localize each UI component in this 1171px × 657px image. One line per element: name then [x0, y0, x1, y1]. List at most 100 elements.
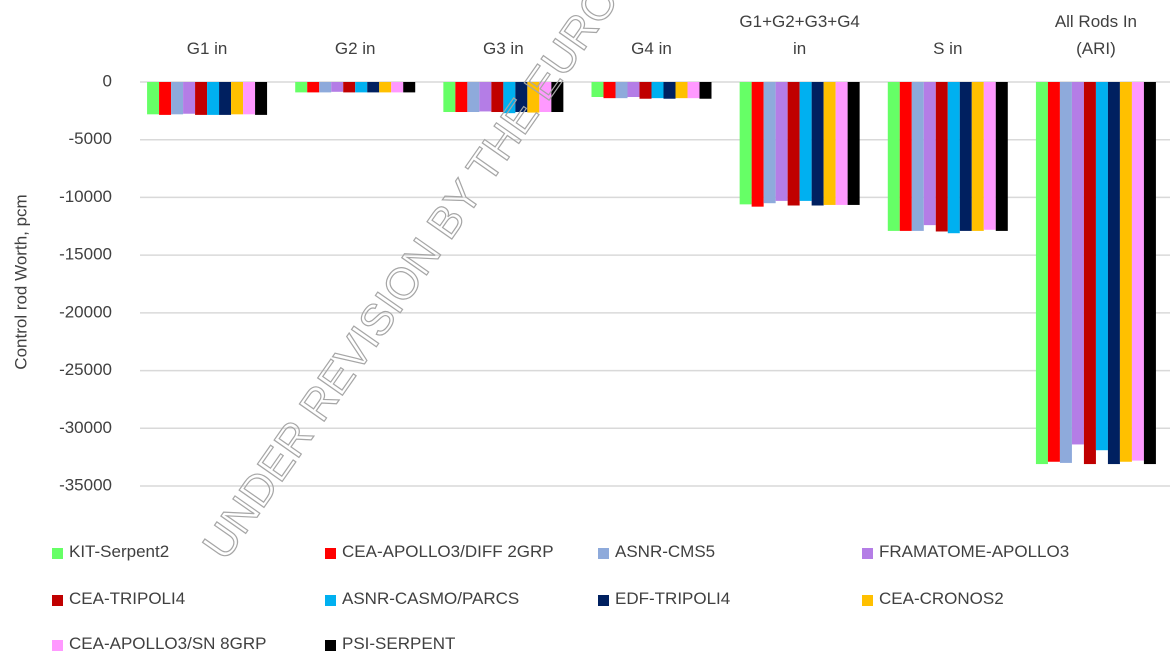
bar — [231, 82, 244, 115]
bar — [1035, 82, 1048, 465]
legend-swatch — [52, 595, 63, 606]
bar — [983, 82, 996, 230]
bar — [823, 82, 836, 205]
bar — [539, 82, 552, 113]
bar — [739, 82, 752, 205]
bar — [1071, 82, 1084, 445]
x-tick-label: S in — [933, 39, 963, 58]
bar — [1083, 82, 1096, 465]
bar — [183, 82, 196, 114]
bar — [1095, 82, 1108, 451]
bar — [947, 82, 960, 234]
legend-swatch — [862, 595, 873, 606]
bar — [455, 82, 468, 113]
bar — [799, 82, 812, 201]
bar — [923, 82, 936, 226]
bar — [467, 82, 480, 113]
bar — [1119, 82, 1132, 462]
legend-label: ASNR-CMS5 — [615, 542, 716, 561]
legend-swatch — [862, 548, 873, 559]
bar — [219, 82, 232, 115]
x-tick-label: G1 in — [186, 39, 228, 58]
bar — [935, 82, 948, 232]
legend-label: CEA-CRONOS2 — [879, 589, 1004, 608]
legend-label: CEA-APOLLO3/SN 8GRP — [69, 634, 267, 653]
legend-label: ASNR-CASMO/PARCS — [342, 589, 520, 608]
y-tick-label: -35000 — [59, 475, 112, 494]
bar — [1107, 82, 1120, 465]
bar — [391, 82, 404, 93]
legend-label: KIT-Serpent2 — [69, 542, 170, 561]
bar — [551, 82, 564, 113]
bar — [787, 82, 800, 206]
bar — [911, 82, 924, 231]
legend-swatch — [325, 548, 336, 559]
bar — [627, 82, 640, 98]
bar — [1143, 82, 1156, 465]
y-axis-label: Control rod Worth, pcm — [11, 194, 30, 369]
bar — [763, 82, 776, 204]
bar — [479, 82, 492, 112]
bar — [687, 82, 700, 99]
y-tick-label: 0 — [103, 71, 112, 90]
bar — [331, 82, 344, 92]
legend-label: PSI-SERPENT — [342, 634, 456, 653]
x-tick-label: G2 in — [334, 39, 376, 58]
bar — [171, 82, 184, 115]
y-tick-label: -15000 — [59, 245, 112, 264]
bar — [367, 82, 380, 93]
bar — [343, 82, 356, 93]
bar — [527, 82, 540, 113]
legend-swatch — [325, 595, 336, 606]
legend-swatch — [598, 548, 609, 559]
bar — [295, 82, 308, 93]
bar — [651, 82, 664, 99]
bar — [775, 82, 788, 201]
x-tick-label: G4 in — [631, 39, 672, 58]
bar — [307, 82, 320, 93]
bar — [899, 82, 912, 231]
bar — [443, 82, 456, 113]
y-tick-label: -10000 — [59, 187, 112, 206]
legend-label: FRAMATOME-APOLLO3 — [879, 542, 1070, 561]
bar — [355, 82, 368, 93]
bar — [603, 82, 616, 99]
bar — [971, 82, 984, 231]
legend-label: CEA-TRIPOLI4 — [69, 589, 186, 608]
bar — [847, 82, 860, 205]
x-tick-label: G1+G2+G3+G4 in — [739, 12, 860, 58]
bar — [207, 82, 220, 115]
bar — [255, 82, 268, 115]
y-tick-label: -5000 — [69, 129, 112, 148]
bar — [147, 82, 160, 115]
bar — [195, 82, 208, 115]
bar — [887, 82, 900, 231]
bar — [699, 82, 712, 99]
bar — [515, 82, 528, 113]
bar — [959, 82, 972, 231]
y-tick-label: -25000 — [59, 360, 112, 379]
bar — [639, 82, 652, 99]
legend-swatch — [52, 548, 63, 559]
y-tick-label: -20000 — [59, 302, 112, 321]
x-tick-label: G3 in — [483, 39, 524, 58]
legend-swatch — [325, 640, 336, 651]
bar — [675, 82, 688, 99]
legend-swatch — [598, 595, 609, 606]
bar — [503, 82, 516, 114]
bar — [751, 82, 764, 207]
x-tick-label: All Rods In (ARI) — [1054, 12, 1138, 58]
bar — [663, 82, 676, 99]
bar — [403, 82, 416, 93]
bar — [159, 82, 172, 115]
bar — [1047, 82, 1060, 462]
bar — [591, 82, 604, 98]
bar — [379, 82, 392, 93]
legend-swatch — [52, 640, 63, 651]
y-tick-label: -30000 — [59, 418, 112, 437]
legend-label: CEA-APOLLO3/DIFF 2GRP — [342, 542, 554, 561]
bar — [811, 82, 824, 206]
bar — [1059, 82, 1072, 463]
